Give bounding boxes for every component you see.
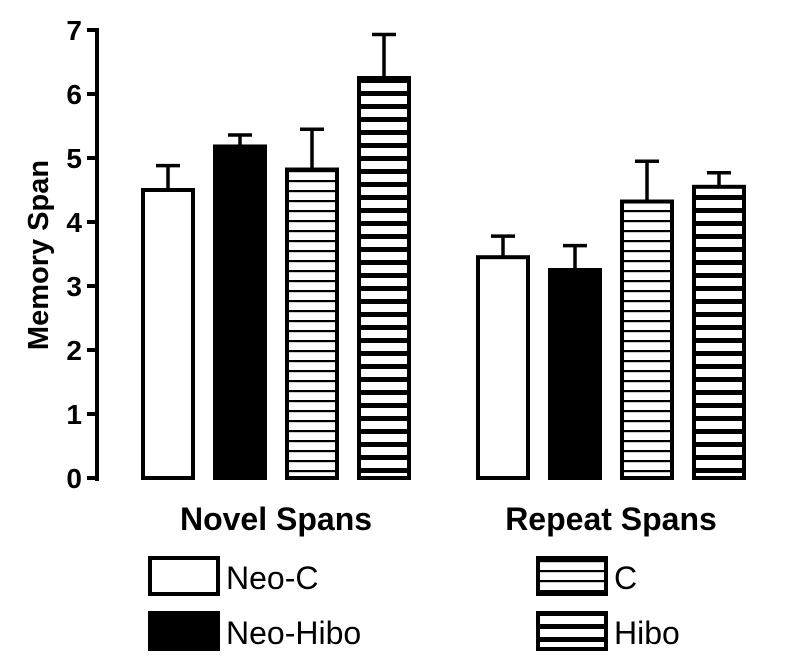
legend-label: Hibo: [614, 615, 680, 651]
legend-label: Neo-Hibo: [226, 615, 361, 651]
x-category-label: Novel Spans: [180, 501, 372, 537]
legend-swatch: [536, 611, 608, 651]
y-tick-label: 4: [66, 207, 82, 238]
y-tick-label: 6: [66, 79, 82, 110]
bar-c-0: [285, 167, 339, 481]
legend: Neo-C Neo-Hibo C Hibo: [148, 556, 680, 651]
y-tick-label: 5: [66, 143, 82, 174]
bar-hibo-1: [692, 184, 746, 481]
legend-label: Neo-C: [226, 560, 318, 596]
y-tick-label: 7: [66, 15, 82, 46]
bar-c-1: [620, 199, 674, 481]
bar-neo-hibo-1: [548, 268, 602, 480]
y-tick-label: 1: [66, 399, 82, 430]
bar-neo-c-1: [476, 255, 530, 481]
legend-swatch: [536, 556, 608, 596]
y-tick-label: 3: [66, 271, 82, 302]
bar-neo-hibo-0: [213, 144, 267, 480]
y-tick-label: 2: [66, 335, 82, 366]
legend-swatch: [148, 556, 220, 596]
bar-neo-c-0: [141, 188, 195, 480]
legend-label: C: [614, 560, 637, 596]
legend-swatch: [148, 611, 220, 651]
plot-area: 0 1 2 3 4 5 6 7 Novel Spans Repeat Spans: [66, 15, 746, 537]
y-axis-title: Memory Span: [23, 160, 55, 350]
y-tick-label: 0: [66, 463, 82, 494]
x-category-label: Repeat Spans: [505, 501, 717, 537]
bar-hibo-0: [357, 76, 411, 480]
